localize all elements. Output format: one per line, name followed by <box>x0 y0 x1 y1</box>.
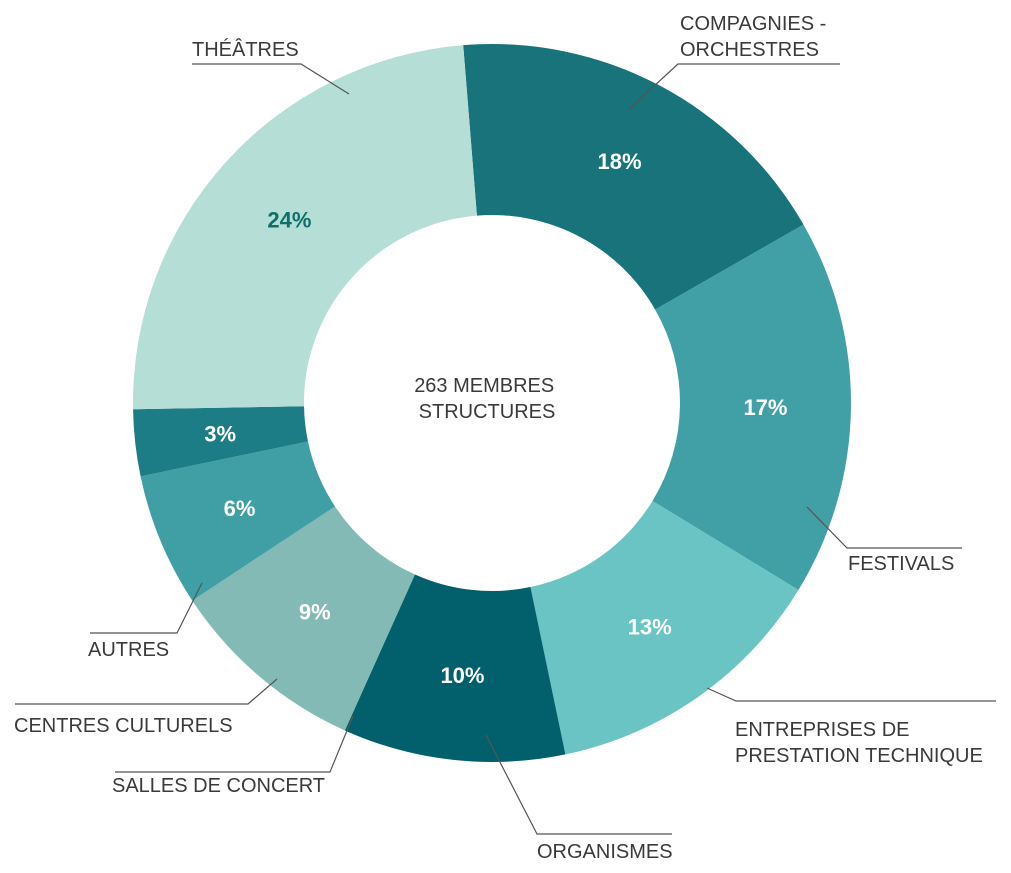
percent-label-compagnies-orchestres: 17% <box>743 395 787 420</box>
category-label-compagnies-orchestres: COMPAGNIES - ORCHESTRES <box>680 13 826 61</box>
leader-line-theatres <box>192 63 350 95</box>
leader-line-centres-culturels <box>15 678 278 705</box>
slice-organismes <box>192 506 415 731</box>
slice-autres <box>132 45 477 410</box>
category-labels-layer: THÉÂTRES COMPAGNIES - ORCHESTRES FESTIVALS E… <box>14 13 983 863</box>
category-label-line: CENTRES CULTURELS <box>14 715 233 737</box>
category-label-centres-culturels: CENTRES CULTURELS <box>14 715 233 737</box>
slice-compagnies-orchestres <box>652 224 851 591</box>
center-label-line-1: 263 MEMBRES <box>414 375 554 397</box>
category-label-organismes: ORGANISMES <box>537 841 673 863</box>
category-label-autres: AUTRES <box>88 639 169 661</box>
slice-centres-culturels <box>133 406 308 477</box>
leader-line-compagnies-orchestres <box>627 63 840 111</box>
center-label-line-2: STRUCTURES <box>419 401 556 423</box>
leader-line-festivals <box>806 506 962 549</box>
percent-label-autres: 24% <box>267 207 311 232</box>
percent-label-festivals: 13% <box>628 614 672 639</box>
category-label-salles-de-concert: SALLES DE CONCERT <box>112 775 325 797</box>
category-label-line: ORGANISMES <box>537 841 673 863</box>
category-label-festivals: FESTIVALS <box>848 553 954 575</box>
slice-salles-de-concert <box>140 441 336 601</box>
leader-line-organismes <box>485 734 672 835</box>
category-label-line: ORCHESTRES <box>680 39 819 61</box>
leader-line-salles-de-concert <box>115 715 354 773</box>
leader-line-entreprises-de-prestation-technique <box>706 687 996 702</box>
category-label-line: FESTIVALS <box>848 553 954 575</box>
slice-festivals <box>530 500 799 755</box>
slice-entreprises-de-prestation-technique <box>344 574 566 762</box>
center-label: 263 MEMBRES STRUCTURES <box>414 375 560 423</box>
category-label-line: ENTREPRISES DE <box>735 719 909 741</box>
percent-label-theatres: 18% <box>598 149 642 174</box>
percent-labels-layer: 18% 17% 13% 10% 9% 6% 3% 24% <box>204 149 787 688</box>
category-label-line: SALLES DE CONCERT <box>112 775 325 797</box>
percent-label-centres-culturels: 3% <box>204 421 236 446</box>
category-label-line: PRESTATION TECHNIQUE <box>735 745 983 767</box>
percent-label-salles-de-concert: 6% <box>224 496 256 521</box>
percent-label-entreprises-de-prestation-technique: 10% <box>440 663 484 688</box>
category-label-line: THÉÂTRES <box>192 38 299 61</box>
leader-lines-layer <box>15 63 996 835</box>
category-label-line: COMPAGNIES - <box>680 13 826 35</box>
category-label-line: AUTRES <box>88 639 169 661</box>
category-label-entreprises-de-prestation-technique: ENTREPRISES DE PRESTATION TECHNIQUE <box>735 719 983 767</box>
slice-theatres <box>463 44 804 310</box>
leader-line-autres <box>90 582 203 634</box>
slices-layer <box>132 44 851 762</box>
percent-label-organismes: 9% <box>299 599 331 624</box>
category-label-theatres: THÉÂTRES <box>192 38 299 61</box>
